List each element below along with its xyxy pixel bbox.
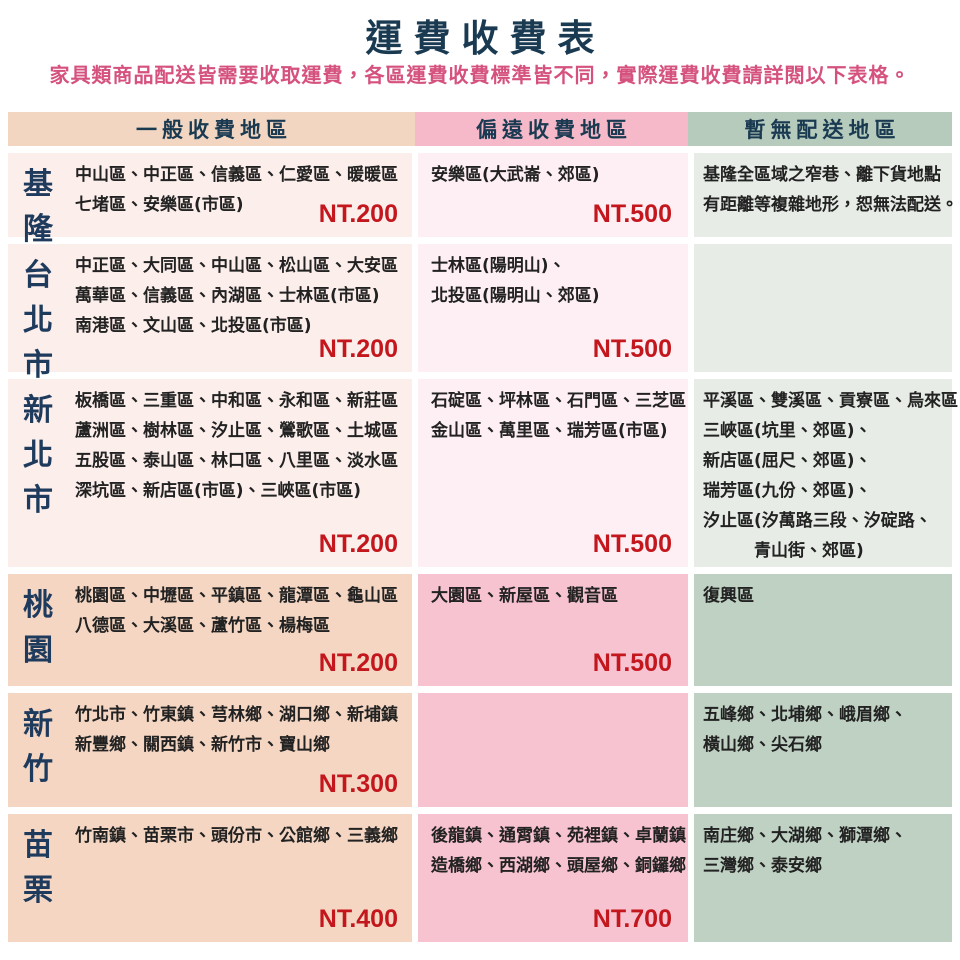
header-cell-general: 一般收費地區 bbox=[8, 112, 415, 146]
region-label-hsinchu: 新竹 bbox=[23, 707, 53, 787]
cell-hsinchu-general: 新竹 竹北市、竹東鎮、芎林鄉、湖口鄉、新埔鎮 新豐鄉、關西鎮、新竹市、寶山鄉 N… bbox=[8, 693, 412, 807]
cell-hsinchu-remote bbox=[418, 693, 688, 807]
area-list: 五峰鄉、北埔鄉、峨眉鄉、 橫山鄉、尖石鄉 bbox=[703, 705, 907, 755]
cell-keelung-no-delivery: 基隆全區域之窄巷、離下貨地點 有距離等複雜地形，恕無法配送。 bbox=[694, 153, 958, 237]
table-body: 基隆 中山區、中正區、信義區、仁愛區、暖暖區 七堵區、安樂區(市區) NT.20… bbox=[8, 153, 958, 942]
cell-keelung-general: 基隆 中山區、中正區、信義區、仁愛區、暖暖區 七堵區、安樂區(市區) NT.20… bbox=[8, 153, 412, 247]
area-list: 桃園區、中壢區、平鎮區、龍潭區、龜山區 八德區、大溪區、蘆竹區、楊梅區 bbox=[75, 586, 398, 636]
cell-miaoli-general: 苗栗 竹南鎮、苗栗市、頭份市、公館鄉、三義鄉 NT.400 bbox=[8, 814, 412, 942]
cell-taoyuan-no-delivery: 復興區 bbox=[694, 574, 952, 686]
price-general-taoyuan: NT.200 bbox=[318, 649, 398, 677]
page-subtitle: 家具類商品配送皆需要收取運費，各區運費收費標準皆不同，實際運費收費請詳閱以下表格… bbox=[49, 63, 911, 87]
cell-new-taipei-general: 新北市 板橋區、三重區、中和區、永和區、新莊區 蘆洲區、樹林區、汐止區、鶯歌區、… bbox=[8, 379, 412, 567]
area-list: 板橋區、三重區、中和區、永和區、新莊區 蘆洲區、樹林區、汐止區、鶯歌區、土城區 … bbox=[75, 391, 398, 501]
price-remote-keelung: NT.500 bbox=[592, 200, 672, 228]
area-list: 南庄鄉、大湖鄉、獅潭鄉、 三灣鄉、泰安鄉 bbox=[703, 826, 907, 876]
price-general-new-taipei: NT.200 bbox=[318, 530, 398, 558]
cell-taipei-no-delivery bbox=[694, 244, 952, 372]
cell-new-taipei-no-delivery: 平溪區、雙溪區、貢寮區、烏來區 三峽區(坑里、郊區)、 新店區(屈尺、郊區)、 … bbox=[694, 379, 958, 567]
region-label-miaoli: 苗栗 bbox=[23, 828, 53, 908]
area-list: 復興區 bbox=[703, 586, 754, 606]
price-general-miaoli: NT.400 bbox=[318, 905, 398, 933]
header-cell-remote: 偏遠收費地區 bbox=[415, 112, 688, 146]
cell-miaoli-remote: 後龍鎮、通霄鎮、苑裡鎮、卓蘭鎮 造橋鄉、西湖鄉、頭屋鄉、銅鑼鄉 NT.700 bbox=[418, 814, 688, 942]
cell-taoyuan-general: 桃園 桃園區、中壢區、平鎮區、龍潭區、龜山區 八德區、大溪區、蘆竹區、楊梅區 N… bbox=[8, 574, 412, 686]
region-label-taoyuan: 桃園 bbox=[23, 588, 53, 668]
price-general-keelung: NT.200 bbox=[318, 200, 398, 228]
region-label-keelung: 基隆 bbox=[23, 167, 53, 247]
price-remote-taipei: NT.500 bbox=[592, 335, 672, 363]
table-header-row: 一般收費地區 偏遠收費地區 暫無配送地區 bbox=[8, 112, 952, 146]
area-list: 平溪區、雙溪區、貢寮區、烏來區 三峽區(坑里、郊區)、 新店區(屈尺、郊區)、 … bbox=[703, 391, 958, 561]
page-title: 運費收費表 bbox=[365, 17, 606, 60]
cell-taipei-general: 台北市 中正區、大同區、中山區、松山區、大安區 萬華區、信義區、內湖區、士林區(… bbox=[8, 244, 412, 383]
cell-taipei-remote: 士林區(陽明山)、 北投區(陽明山、郊區) NT.500 bbox=[418, 244, 688, 372]
shipping-fee-table: 一般收費地區 偏遠收費地區 暫無配送地區 基隆 中山區、中正區、信義區、仁愛區、… bbox=[8, 112, 958, 942]
price-general-taipei: NT.200 bbox=[318, 335, 398, 363]
price-remote-new-taipei: NT.500 bbox=[592, 530, 672, 558]
area-list: 石碇區、坪林區、石門區、三芝區 金山區、萬里區、瑞芳區(市區) bbox=[431, 391, 686, 441]
region-label-new-taipei: 新北市 bbox=[23, 393, 53, 518]
area-list: 安樂區(大武崙、郊區) bbox=[431, 165, 600, 185]
area-list: 竹北市、竹東鎮、芎林鄉、湖口鄉、新埔鎮 新豐鄉、關西鎮、新竹市、寶山鄉 bbox=[75, 705, 398, 755]
area-list: 大園區、新屋區、觀音區 bbox=[431, 586, 618, 606]
area-list: 中正區、大同區、中山區、松山區、大安區 萬華區、信義區、內湖區、士林區(市區) … bbox=[75, 256, 398, 336]
price-general-hsinchu: NT.300 bbox=[318, 770, 398, 798]
price-remote-taoyuan: NT.500 bbox=[592, 649, 672, 677]
cell-keelung-remote: 安樂區(大武崙、郊區) NT.500 bbox=[418, 153, 688, 237]
area-list: 竹南鎮、苗栗市、頭份市、公館鄉、三義鄉 bbox=[75, 826, 398, 846]
price-remote-miaoli: NT.700 bbox=[592, 905, 672, 933]
cell-taoyuan-remote: 大園區、新屋區、觀音區 NT.500 bbox=[418, 574, 688, 686]
header-cell-no-delivery: 暫無配送地區 bbox=[688, 112, 952, 146]
area-list: 後龍鎮、通霄鎮、苑裡鎮、卓蘭鎮 造橋鄉、西湖鄉、頭屋鄉、銅鑼鄉 bbox=[431, 826, 686, 876]
cell-hsinchu-no-delivery: 五峰鄉、北埔鄉、峨眉鄉、 橫山鄉、尖石鄉 bbox=[694, 693, 952, 807]
cell-new-taipei-remote: 石碇區、坪林區、石門區、三芝區 金山區、萬里區、瑞芳區(市區) NT.500 bbox=[418, 379, 688, 567]
area-list: 基隆全區域之窄巷、離下貨地點 有距離等複雜地形，恕無法配送。 bbox=[703, 165, 958, 215]
cell-miaoli-no-delivery: 南庄鄉、大湖鄉、獅潭鄉、 三灣鄉、泰安鄉 bbox=[694, 814, 952, 942]
region-label-taipei: 台北市 bbox=[23, 258, 53, 383]
area-list: 士林區(陽明山)、 北投區(陽明山、郊區) bbox=[431, 256, 600, 306]
area-list: 中山區、中正區、信義區、仁愛區、暖暖區 七堵區、安樂區(市區) bbox=[75, 165, 398, 215]
